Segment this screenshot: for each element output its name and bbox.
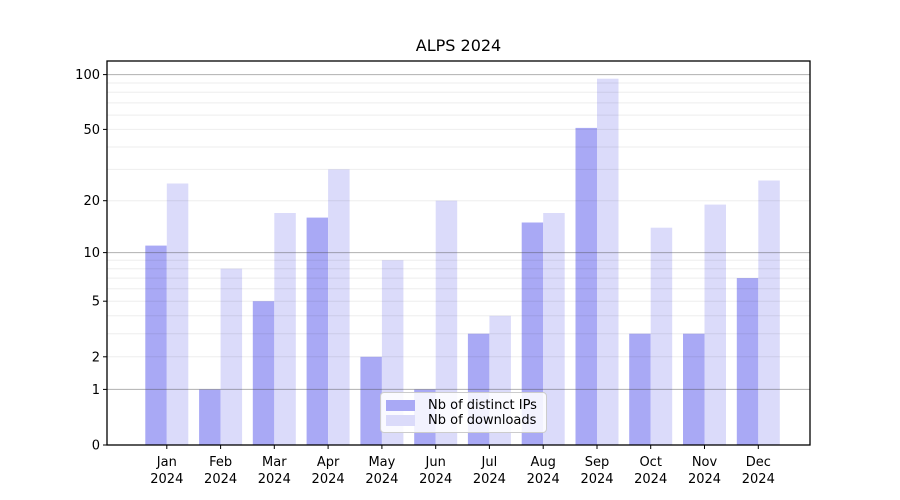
- bar-aug-distinct-ips: [521, 222, 544, 445]
- bar-jan-downloads: [166, 183, 189, 445]
- y-tick-label: 5: [92, 295, 100, 310]
- x-tick-label: Apr 2024: [312, 455, 345, 487]
- bar-oct-downloads: [650, 227, 673, 445]
- x-tick-label: Oct 2024: [634, 455, 667, 487]
- x-tick-label: Nov 2024: [688, 455, 721, 487]
- bar-jun-downloads: [435, 200, 458, 445]
- x-tick-label: May 2024: [365, 455, 398, 487]
- x-tick-label: Feb 2024: [204, 455, 237, 487]
- y-tick-label: 50: [83, 123, 100, 138]
- bar-aug-downloads: [543, 213, 565, 445]
- legend-label-downloads: Nb of downloads: [428, 413, 537, 428]
- bar-mar-downloads: [274, 213, 296, 445]
- bar-mar-distinct-ips: [252, 301, 275, 445]
- x-tick-label: Mar 2024: [258, 455, 291, 487]
- x-tick-label: Dec 2024: [742, 455, 775, 487]
- legend-swatch-distinct-ips: [386, 400, 415, 411]
- y-tick-label: 0: [92, 439, 100, 454]
- legend-item-distinct-ips: Nb of distinct IPs: [386, 398, 538, 413]
- bar-feb-downloads: [220, 268, 243, 445]
- bar-sep-distinct-ips: [575, 127, 597, 446]
- bar-feb-distinct-ips: [199, 389, 221, 445]
- bar-may-distinct-ips: [360, 356, 382, 445]
- legend-swatch-downloads: [386, 415, 415, 426]
- legend-item-downloads: Nb of downloads: [386, 413, 538, 428]
- bar-jan-distinct-ips: [145, 245, 167, 445]
- bar-apr-distinct-ips: [306, 217, 329, 445]
- bar-sep-downloads: [597, 78, 619, 445]
- legend: Nb of distinct IPs Nb of downloads: [380, 392, 547, 433]
- x-tick-label: Aug 2024: [527, 455, 560, 487]
- bar-oct-distinct-ips: [629, 333, 651, 445]
- bar-apr-downloads: [328, 169, 350, 445]
- x-tick-label: Jul 2024: [473, 455, 506, 487]
- bar-dec-distinct-ips: [736, 278, 759, 445]
- legend-label-distinct-ips: Nb of distinct IPs: [428, 398, 537, 413]
- y-tick-label: 100: [75, 68, 100, 83]
- y-tick-label: 20: [83, 194, 100, 209]
- bar-dec-downloads: [758, 180, 780, 445]
- chart-title: ALPS 2024: [415, 36, 502, 55]
- bar-nov-distinct-ips: [683, 333, 705, 445]
- y-tick-label: 1: [92, 383, 100, 398]
- y-tick-label: 10: [83, 246, 100, 261]
- bar-nov-downloads: [704, 204, 726, 445]
- x-tick-label: Jun 2024: [419, 455, 452, 487]
- x-tick-label: Jan 2024: [150, 455, 183, 487]
- y-tick-label: 2: [92, 350, 100, 365]
- x-tick-label: Sep 2024: [580, 455, 613, 487]
